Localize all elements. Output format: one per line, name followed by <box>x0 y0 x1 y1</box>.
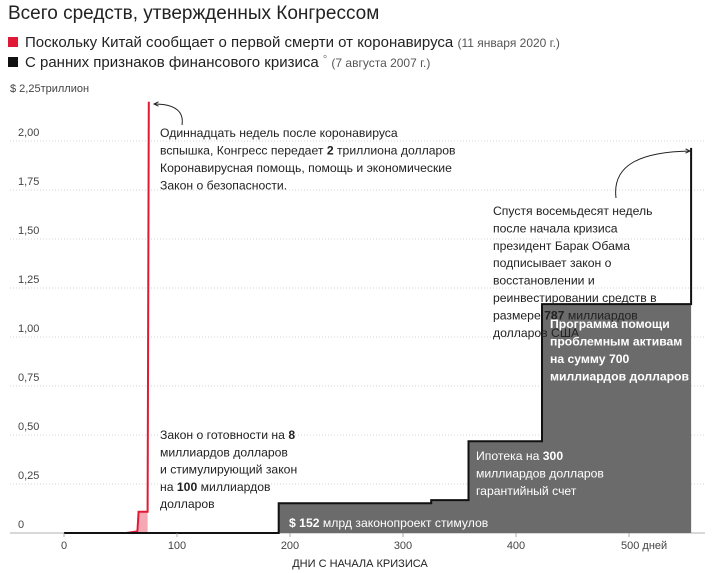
annotation-arrow-head <box>152 101 159 107</box>
x-tick-label: 300 <box>394 540 412 552</box>
y-tick-label: 0,75 <box>18 372 39 384</box>
annotation-line: миллиардов долларов <box>160 445 288 459</box>
chart-title: Всего средств, утвержденных Конгрессом <box>8 3 380 24</box>
legend-swatch-crisis <box>8 57 18 67</box>
x-tick-label: 0 <box>61 540 67 552</box>
legend-swatch-covid <box>8 37 18 47</box>
annotation: Спустя восемьдесят недель после начала кр… <box>493 204 657 340</box>
y-tick-label: 0,25 <box>18 470 39 482</box>
y-tick-label: 1,75 <box>18 176 39 188</box>
y-tick-label: 1,00 <box>18 323 39 335</box>
y-tick-label: 1,50 <box>18 225 39 237</box>
x-tick-label: 200 <box>281 540 299 552</box>
annotation-line: Программа помощи <box>550 317 670 331</box>
annotation-arrow-head <box>685 148 692 154</box>
legend-note-crisis: (7 августа 2007 г.) <box>331 56 431 70</box>
annotation-line: долларов <box>160 497 215 511</box>
annotation-line: миллиардов долларов <box>550 370 689 384</box>
annotation-arrow <box>153 103 183 126</box>
annotation-line: реинвестировании средств в <box>493 291 657 305</box>
chart-lines <box>64 101 693 534</box>
annotation-arrow <box>615 150 691 199</box>
series-line-covid <box>64 101 150 534</box>
legend-label-crisis: С ранних признаков финансового кризиса <box>25 54 319 71</box>
annotation-line: на 100 миллиардов <box>160 480 271 494</box>
annotation-line: Закон о безопасности. <box>160 179 287 193</box>
annotation: Одиннадцать недель после коронавируса всп… <box>160 126 456 193</box>
series-line-crisis <box>64 147 693 534</box>
series-fill-covid <box>138 511 148 533</box>
annotation-arrows <box>152 101 692 199</box>
annotation-line: Закон о готовности на 8 <box>160 428 295 442</box>
y-tick-label: 0,50 <box>18 421 39 433</box>
annotation-line: подписывает закон о <box>493 256 612 270</box>
x-tick-label: 500 дней <box>621 540 667 552</box>
x-tick-label: 400 <box>507 540 525 552</box>
chart-fills <box>64 304 692 533</box>
legend-star-crisis: ° <box>322 54 328 66</box>
series-fill-crisis <box>64 304 692 533</box>
annotation-line: долларов США <box>493 326 580 340</box>
annotation-line: проблемным активам <box>550 335 682 349</box>
y-tick-label: 0 <box>18 519 24 531</box>
annotation-line: Коронавирусная помощь, помощь и экономич… <box>160 161 452 175</box>
y-tick-label: 2,00 <box>18 127 39 139</box>
annotation-line: вспышка, Конгресс передает 2 триллиона д… <box>160 144 456 158</box>
annotation-line: миллиардов долларов <box>476 467 604 481</box>
annotation-line: гарантийный счет <box>476 484 577 498</box>
legend-note-covid: (11 января 2020 г.) <box>457 36 560 50</box>
annotation-line: после начала кризиса <box>493 221 618 235</box>
annotation: Ипотека на 300 миллиардов долларов гаранти… <box>476 449 604 498</box>
x-axis-title: ДНИ С НАЧАЛА КРИЗИСА <box>292 558 428 570</box>
annotation-line: президент Барак Обама <box>493 239 630 253</box>
x-tick-label: 100 <box>168 540 186 552</box>
annotation-line: восстановлении и <box>493 274 595 288</box>
x-tick-labels: 0 100 200 300 400 500 дней ДНИ С НАЧАЛА КРИЗИС… <box>61 533 667 570</box>
annotation: $ 152 млрд законопроект стимулов <box>289 516 488 530</box>
annotation-line: $ 152 млрд законопроект стимулов <box>289 516 488 530</box>
legend-label-covid: Поскольку Китай сообщает о первой смерти… <box>25 34 454 51</box>
annotation-line: Спустя восемьдесят недель <box>493 204 652 218</box>
annotation: Закон о готовности на 8 миллиардов доллар… <box>160 428 297 511</box>
annotation-line: Ипотека на 300 <box>476 449 563 463</box>
annotation-line: размере 787 миллиардов <box>493 308 638 322</box>
annotation-line: Одиннадцать недель после коронавируса <box>160 126 398 140</box>
annotation-line: на сумму 700 <box>550 352 630 366</box>
annotation: Программа помощи проблемным активам на сум… <box>550 317 689 384</box>
legend-entry-crisis: С ранних признаков финансового кризиса °… <box>8 54 430 71</box>
y-tick-label: 1,25 <box>18 274 39 286</box>
y-tick-labels: 0 0,25 0,50 0,75 1,00 1,25 1,50 1,75 2,00 $ 2,25т… <box>10 83 89 531</box>
legend-entry-covid: Поскольку Китай сообщает о первой смерти… <box>8 34 560 51</box>
annotations: Одиннадцать недель после коронавируса всп… <box>160 126 689 530</box>
annotation-line: и стимулирующий закон <box>160 463 297 477</box>
y-axis-label: $ 2,25триллион <box>10 83 89 95</box>
